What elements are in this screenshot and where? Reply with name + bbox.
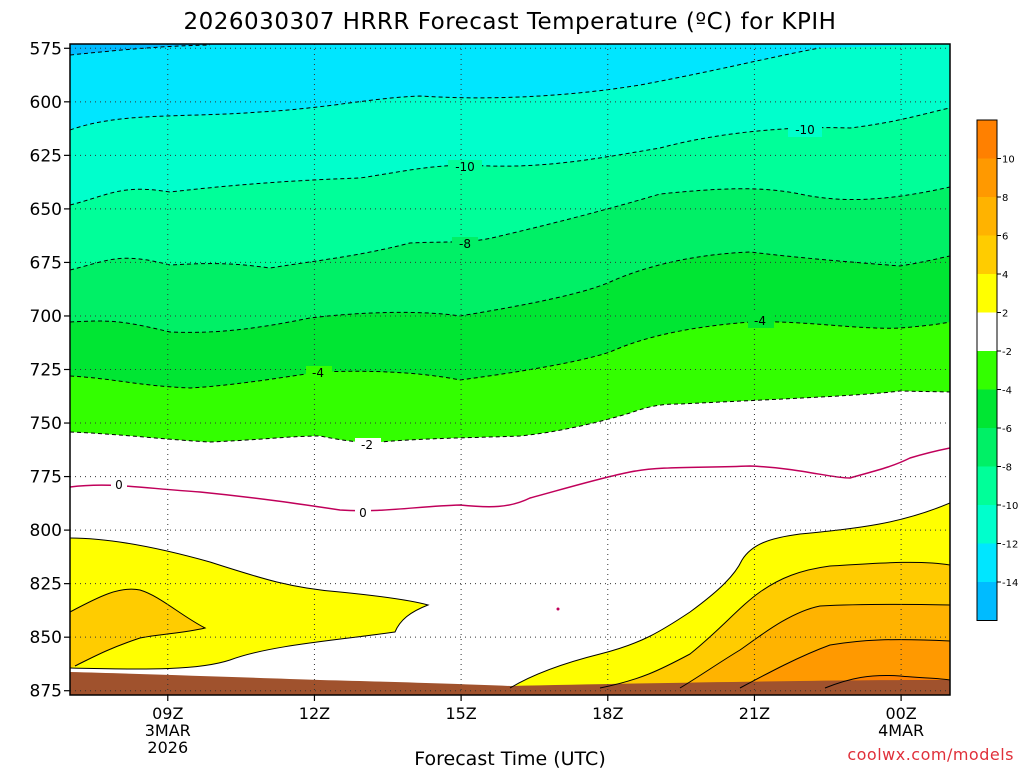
stray-point [556,607,560,611]
colorbar-label: -12 [1002,540,1018,551]
colorbar-swatch [977,543,997,583]
terrain [70,672,950,695]
contour-fills [70,44,950,695]
contour-label: -10 [455,160,475,174]
credit-text[interactable]: coolwx.com/models [847,745,1014,764]
y-tick-label: 800 [30,521,62,541]
colorbar-label: 10 [1002,155,1015,166]
y-tick-label: 775 [30,468,62,488]
isotherm-zero [70,447,950,512]
colorbar-swatch [977,428,997,467]
contour-label: -8 [459,237,471,251]
colorbar-label: 6 [1002,232,1008,243]
colorbar-label: -4 [1002,386,1012,397]
y-tick-label: 725 [30,361,62,381]
colorbar-label: -6 [1002,424,1012,435]
colorbar-label: -8 [1002,463,1012,474]
isotherm-plus2-right [509,502,950,689]
y-tick-label: 825 [30,575,62,595]
contour-label: -10 [795,123,815,137]
y-tick-label: 675 [30,253,62,273]
x-tick-date: 3MAR [145,721,191,740]
band-plus4-left [70,589,205,668]
isotherm-plus6-right [679,603,950,689]
colorbar: 10 8 6 4 2 -2 -4 -6 -8 -10 -12 -14 [976,119,1018,621]
y-tick-label: 650 [30,200,62,220]
x-tick-label: 15Z [445,704,476,723]
colorbar-label: 2 [1002,309,1008,320]
colorbar-swatch [977,274,997,313]
contour-labels: -10 -10 -8 -4 -4 -2 0 0 [111,123,822,520]
y-tick-label: 575 [30,39,62,59]
chart-title: 2026030307 HRRR Forecast Temperature (ºC… [184,9,837,35]
isotherm-plus4-left [70,588,207,667]
band-plus2-left [70,538,428,670]
colorbar-swatch [977,351,997,390]
y-tick-label: 875 [30,682,62,702]
isotherm-plus2-left [70,537,430,670]
x-tick-label: 18Z [592,704,623,723]
y-tick-label: 750 [30,414,62,434]
colorbar-swatch [977,158,997,198]
isotherm-minus4 [70,321,950,389]
contour-label: 0 [359,506,367,520]
colorbar-swatch [977,235,997,275]
isotherm-minus10-b [70,107,950,206]
contour-label: 0 [115,478,123,492]
contour-label: -2 [361,438,373,452]
contour-label: -4 [754,314,766,328]
contour-label: -4 [312,366,324,380]
colorbar-swatch [977,197,997,236]
colorbar-swatch [977,389,997,429]
colorbar-swatch [977,505,997,544]
x-tick-year: 2026 [147,738,188,757]
isotherm-plus10-right [824,675,950,689]
isotherm-minus2 [70,390,950,444]
colorbar-label: -14 [1002,578,1018,589]
colorbar-label: -2 [1002,347,1012,358]
x-axis-label: Forecast Time (UTC) [414,748,605,768]
y-axis: 575 600 625 650 675 700 725 750 775 800 825 850 875 [30,39,70,702]
colorbar-swatch [977,582,997,621]
y-tick-label: 850 [30,628,62,648]
isotherm-plus8-right [739,639,950,689]
colorbar-label: 8 [1002,193,1008,204]
colorbar-swatch [977,120,997,159]
isotherm-plus4-right [599,561,950,689]
colorbar-frame [976,119,998,621]
colorbar-label: 4 [1002,270,1008,281]
x-tick-label: 21Z [739,704,770,723]
y-tick-label: 625 [30,146,62,166]
x-tick-date: 4MAR [878,721,924,740]
isotherm-minus10-a [70,47,821,131]
x-tick-label: 00Z [885,704,916,723]
x-tick-label: 12Z [299,704,330,723]
colorbar-swatch [977,312,997,352]
isotherm-minus6 [70,251,950,333]
colorbar-swatch [977,466,997,506]
y-tick-label: 600 [30,93,62,113]
y-tick-label: 700 [30,307,62,327]
colorbar-label: -10 [1002,501,1018,512]
x-tick-label: 09Z [152,704,183,723]
